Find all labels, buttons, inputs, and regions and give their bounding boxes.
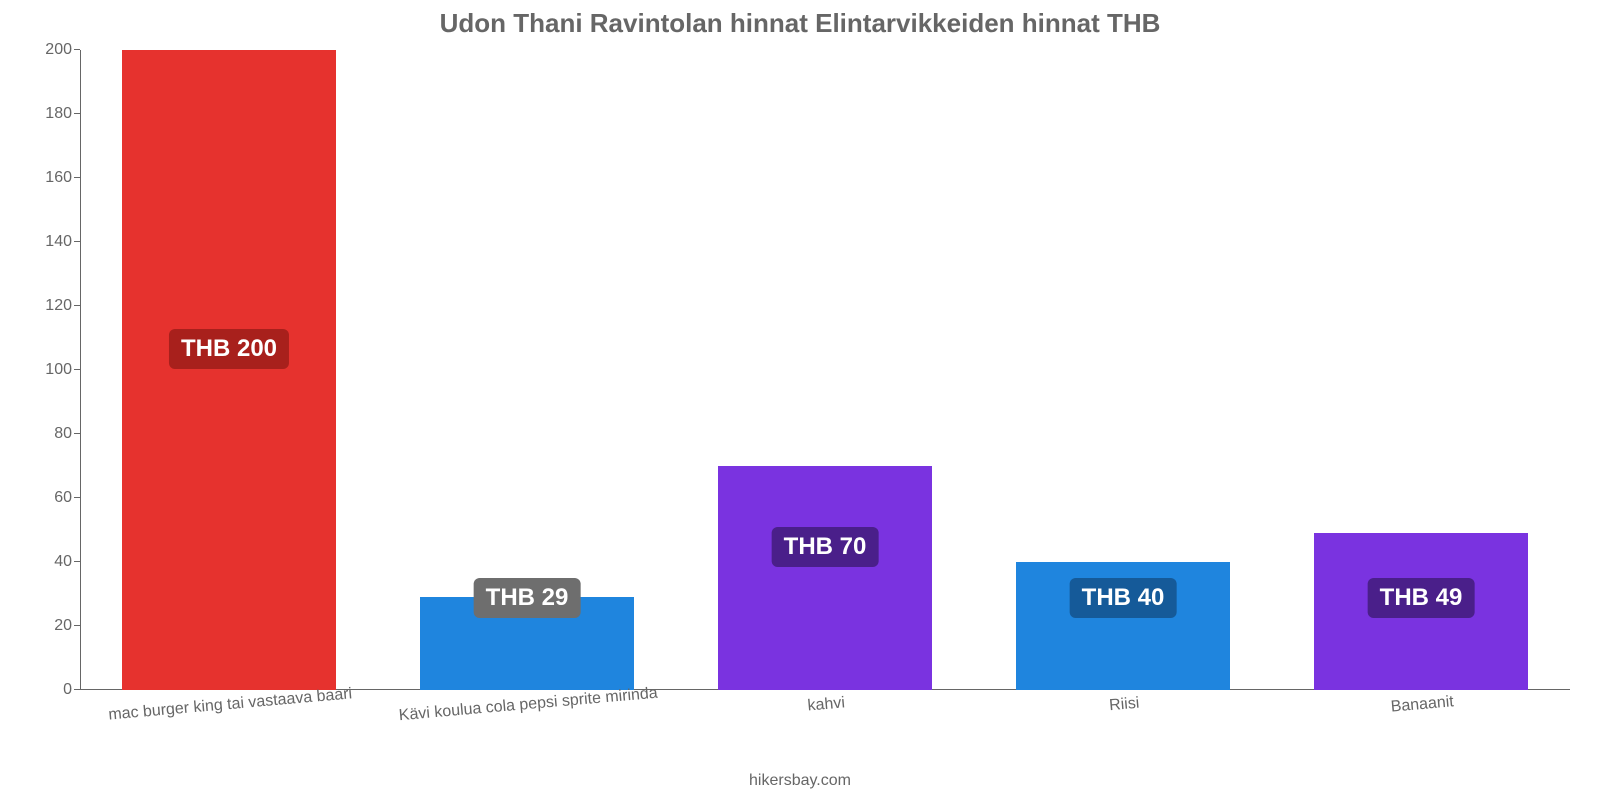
y-axis-line — [80, 50, 81, 690]
y-tick-mark — [74, 625, 80, 626]
bar — [718, 466, 933, 690]
y-tick-label: 80 — [54, 425, 80, 443]
y-tick-mark — [74, 305, 80, 306]
value-badge: THB 29 — [474, 578, 581, 618]
value-badge: THB 40 — [1070, 578, 1177, 618]
value-badge: THB 70 — [772, 527, 879, 567]
y-tick-label: 120 — [45, 297, 80, 315]
y-tick-label: 40 — [54, 553, 80, 571]
y-tick-mark — [74, 561, 80, 562]
value-badge: THB 49 — [1368, 578, 1475, 618]
y-tick-mark — [74, 689, 80, 690]
y-tick-label: 0 — [63, 681, 80, 699]
chart-credit: hikersbay.com — [0, 772, 1600, 790]
chart-title: Udon Thani Ravintolan hinnat Elintarvikk… — [0, 8, 1600, 39]
bar — [122, 50, 337, 690]
y-tick-label: 100 — [45, 361, 80, 379]
y-tick-mark — [74, 433, 80, 434]
x-category-label: Riisi — [1108, 689, 1140, 716]
x-category-label: Banaanit — [1390, 687, 1455, 716]
y-tick-label: 160 — [45, 169, 80, 187]
y-tick-label: 60 — [54, 489, 80, 507]
y-tick-mark — [74, 49, 80, 50]
plot-area: 020406080100120140160180200THB 200mac bu… — [80, 50, 1570, 690]
y-tick-mark — [74, 497, 80, 498]
value-badge: THB 200 — [169, 329, 289, 369]
y-tick-mark — [74, 177, 80, 178]
price-bar-chart: Udon Thani Ravintolan hinnat Elintarvikk… — [0, 0, 1600, 800]
y-tick-mark — [74, 369, 80, 370]
y-tick-label: 20 — [54, 617, 80, 635]
y-tick-label: 140 — [45, 233, 80, 251]
y-tick-label: 180 — [45, 105, 80, 123]
y-tick-label: 200 — [45, 41, 80, 59]
x-category-label: kahvi — [806, 688, 845, 715]
y-tick-mark — [74, 241, 80, 242]
y-tick-mark — [74, 113, 80, 114]
